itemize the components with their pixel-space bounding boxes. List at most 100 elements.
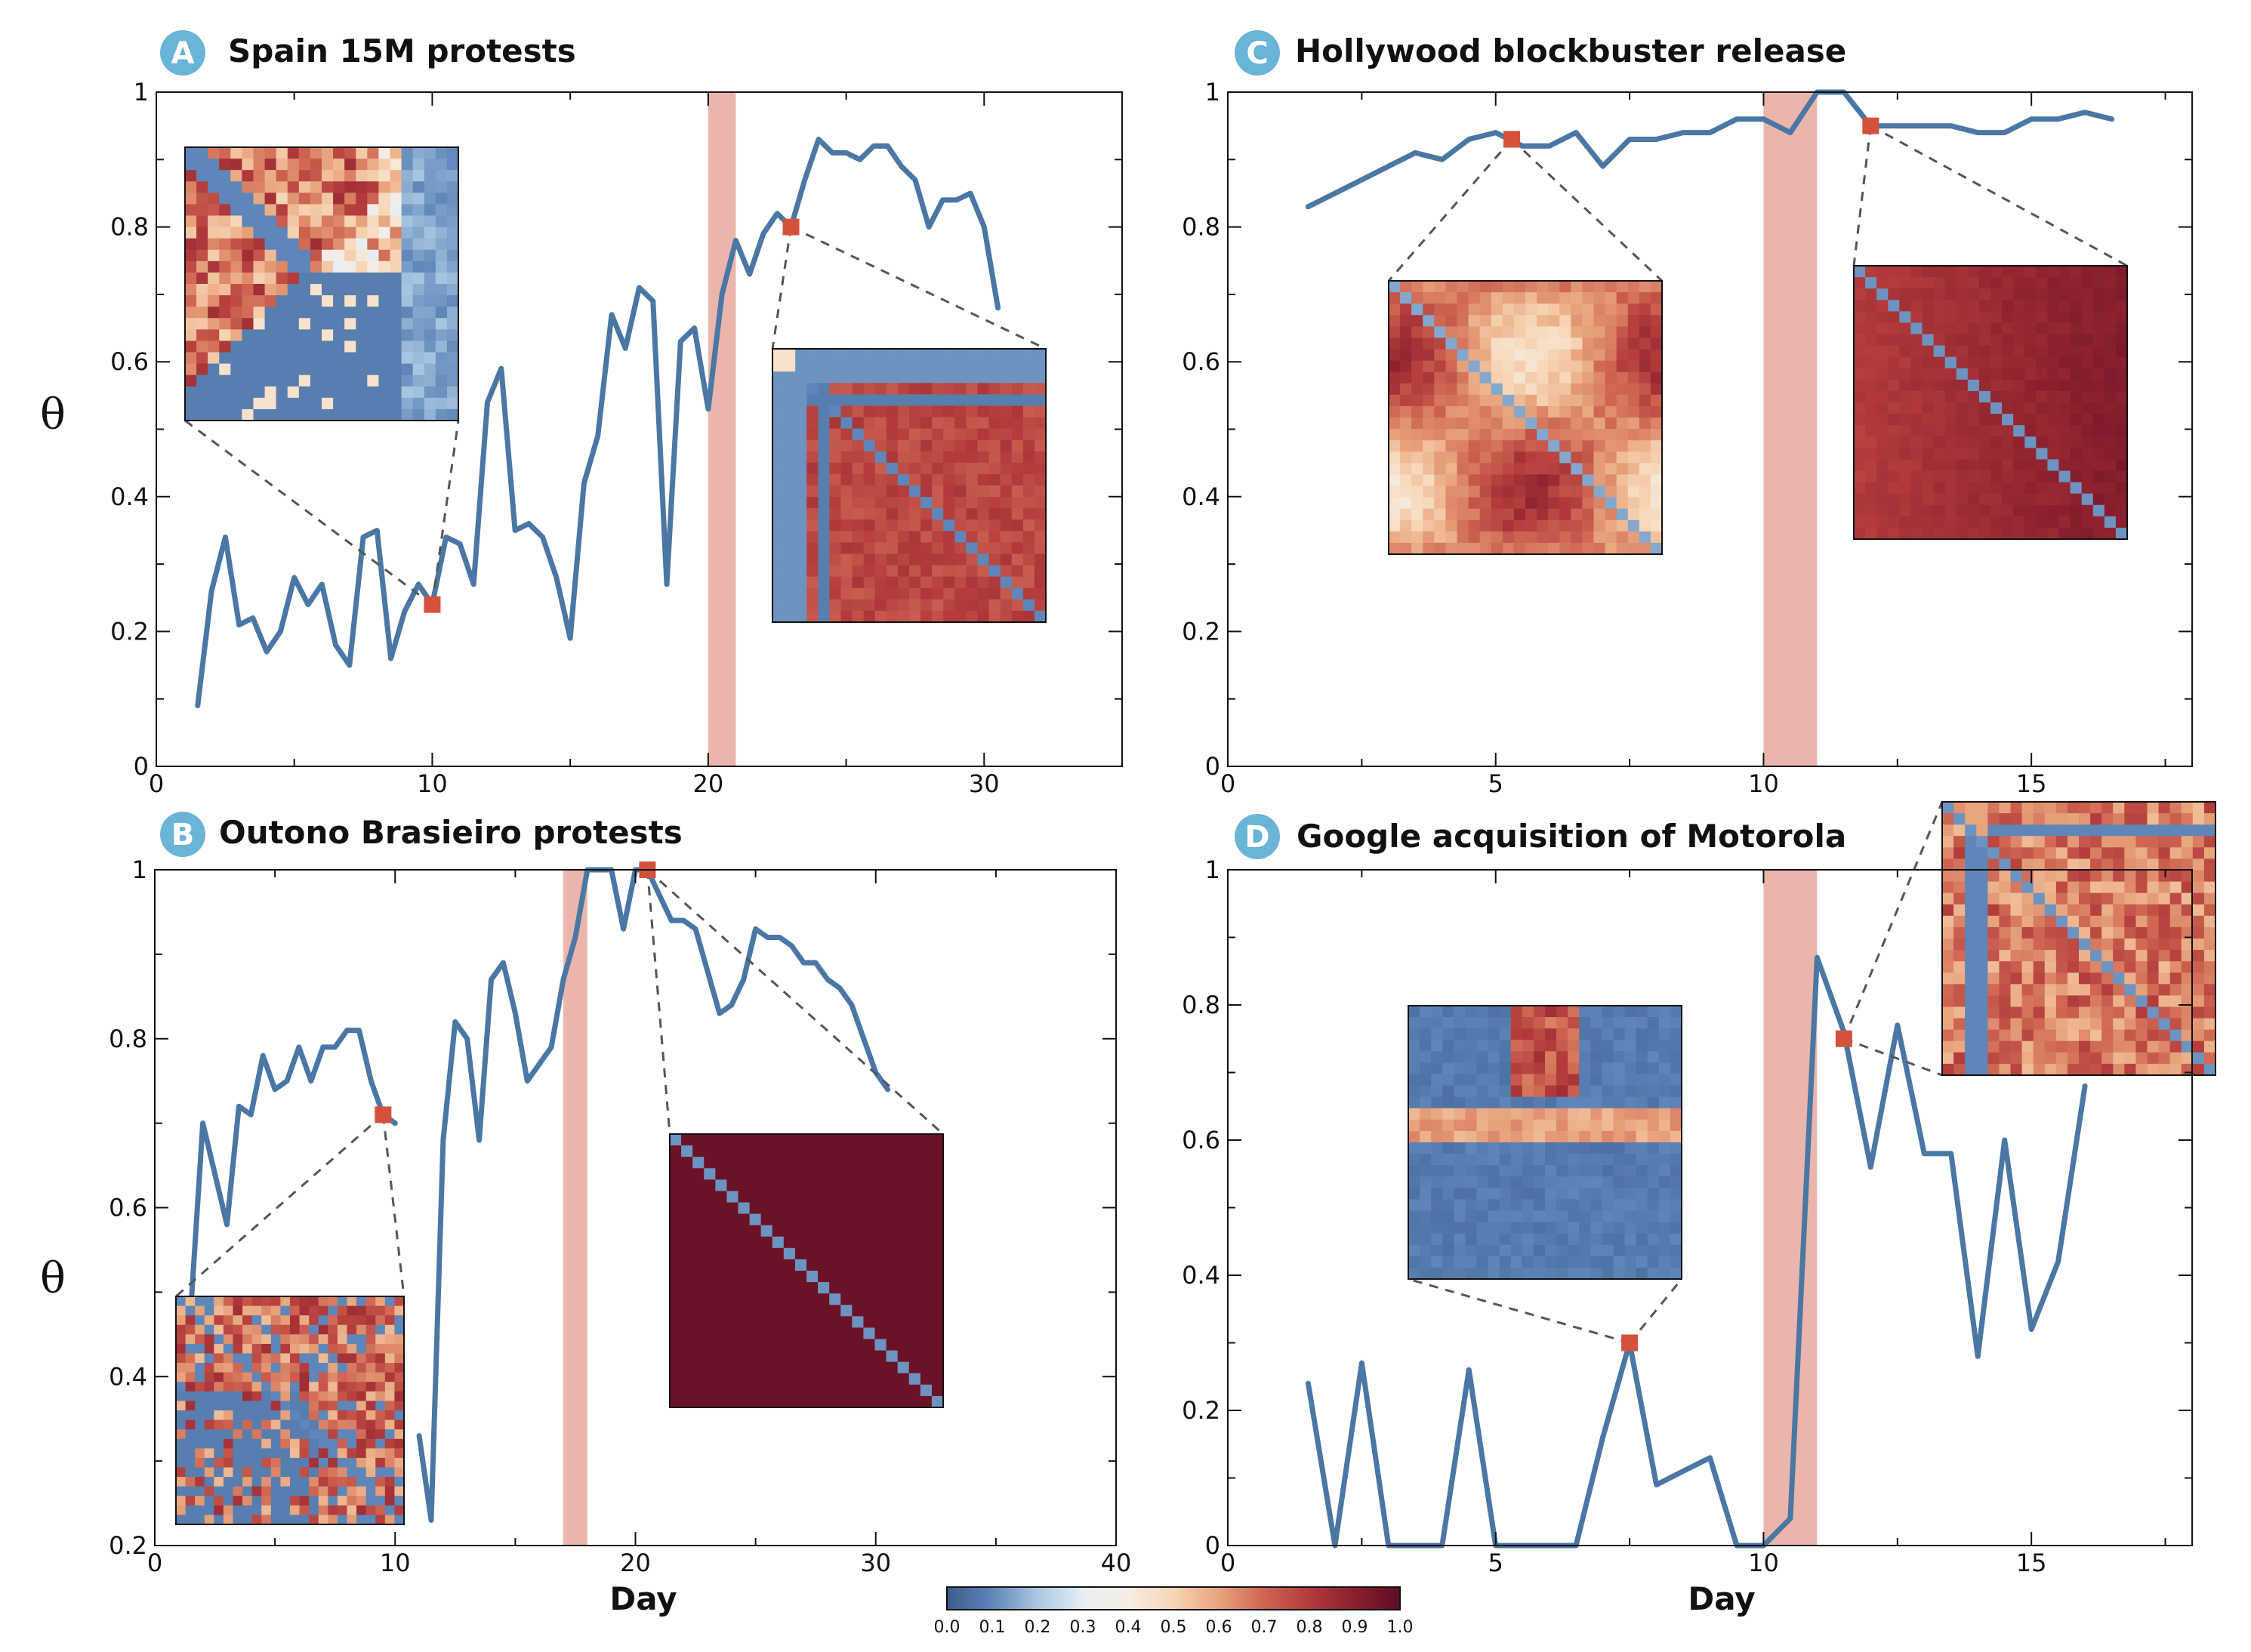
heatmap-cell xyxy=(1602,1096,1614,1109)
heatmap-cell xyxy=(1423,337,1435,350)
heatmap-cell xyxy=(1639,440,1651,452)
heatmap-cell xyxy=(1647,1096,1660,1109)
heatmap-cell xyxy=(829,349,842,361)
heatmap-cell xyxy=(375,1334,386,1345)
heatmap-cell xyxy=(2070,300,2083,312)
heatmap-cell xyxy=(230,260,243,273)
heatmap-cell xyxy=(1978,322,1991,335)
heatmap-cell xyxy=(1445,337,1458,350)
heatmap-cell xyxy=(670,1213,682,1226)
heatmap-cell xyxy=(2115,527,2128,540)
heatmap-cell xyxy=(337,1382,348,1392)
heatmap-cell xyxy=(1602,1210,1614,1223)
heatmap-cell xyxy=(2047,414,2060,426)
heatmap-cell xyxy=(378,272,391,285)
heatmap-cell xyxy=(270,1372,282,1382)
heatmap-cell xyxy=(1022,383,1035,395)
heatmap-cell xyxy=(2090,858,2102,871)
heatmap-cell xyxy=(886,1157,899,1169)
heatmap-cell xyxy=(1445,281,1458,293)
heatmap-cell xyxy=(1670,1017,1682,1029)
heatmap-cell xyxy=(233,1429,243,1440)
heatmap-cell xyxy=(1525,429,1537,441)
heatmap-cell xyxy=(435,284,448,296)
heatmap-cell xyxy=(384,1305,396,1316)
heatmap-cell xyxy=(2044,892,2057,905)
heatmap-cell xyxy=(1533,1119,1546,1132)
heatmap-cell xyxy=(1854,436,1866,448)
heatmap-cell xyxy=(1999,1029,2012,1042)
heatmap-cell xyxy=(1999,802,2012,814)
heatmap-cell xyxy=(446,238,459,251)
heatmap-cell xyxy=(1513,463,1526,476)
heatmap-cell xyxy=(829,519,842,532)
heatmap-cell xyxy=(2033,813,2046,825)
heatmap-cell xyxy=(1491,292,1503,304)
heatmap-cell xyxy=(2090,1029,2102,1042)
heatmap-cell xyxy=(310,159,322,171)
heatmap-cell xyxy=(185,181,197,193)
heatmap-cell xyxy=(223,1372,234,1382)
heatmap-cell xyxy=(328,1419,338,1430)
heatmap-cell xyxy=(322,170,334,182)
heatmap-cell xyxy=(1400,542,1412,555)
heatmap-cell xyxy=(2115,277,2128,289)
heatmap-cell xyxy=(738,1361,751,1374)
heatmap-cell xyxy=(1568,1222,1580,1234)
heatmap-cell xyxy=(1434,360,1447,373)
heatmap-cell xyxy=(1956,311,1969,324)
heatmap-cell xyxy=(2067,984,2080,997)
heatmap-cell xyxy=(886,565,899,578)
heatmap-cell xyxy=(1944,300,1957,312)
x-tick-label: 30 xyxy=(860,1549,891,1577)
heatmap-cell xyxy=(185,341,197,353)
heatmap-cell xyxy=(1389,508,1401,521)
heatmap-cell xyxy=(276,159,288,171)
heatmap-cell xyxy=(223,1419,234,1430)
heatmap-cell xyxy=(1956,459,1969,472)
heatmap-cell xyxy=(290,1296,301,1307)
heatmap-cell xyxy=(932,462,944,475)
heatmap-cell xyxy=(367,260,380,273)
heatmap-cell xyxy=(1616,394,1629,407)
heatmap-cell xyxy=(783,1145,796,1157)
heatmap-cell xyxy=(772,1134,785,1146)
heatmap-cell xyxy=(1647,1154,1660,1166)
heatmap-cell xyxy=(1650,418,1663,430)
heatmap-cell xyxy=(2079,1052,2091,1065)
heatmap-cell xyxy=(1559,474,1571,487)
heatmap-cell xyxy=(1865,482,1877,495)
heatmap-cell xyxy=(2079,1040,2091,1053)
heatmap-cell xyxy=(2113,926,2125,939)
heatmap-cell xyxy=(2047,470,2060,483)
heatmap-cell xyxy=(1491,497,1503,510)
heatmap-cell xyxy=(270,1477,282,1487)
heatmap-cell xyxy=(2058,436,2071,448)
heatmap-cell xyxy=(1670,1051,1682,1064)
heatmap-cell xyxy=(1499,1096,1512,1109)
heatmap-cell xyxy=(196,374,208,387)
heatmap-cell xyxy=(1548,508,1560,521)
heatmap-cell xyxy=(1987,813,2000,825)
heatmap-cell xyxy=(1442,1176,1454,1188)
heatmap-cell xyxy=(1865,470,1877,483)
heatmap-cell xyxy=(840,1259,853,1271)
heatmap-cell xyxy=(1476,1130,1489,1143)
heatmap-cell xyxy=(908,1202,921,1215)
heatmap-cell xyxy=(356,227,368,239)
heatmap-cell xyxy=(185,249,197,262)
heatmap-cell xyxy=(1593,497,1606,510)
heatmap-cell xyxy=(1670,1267,1682,1280)
heatmap-cell xyxy=(390,307,402,319)
heatmap-cell xyxy=(1956,379,1969,392)
heatmap-cell xyxy=(1636,1199,1648,1212)
heatmap-cell xyxy=(818,349,831,361)
heatmap-cell xyxy=(977,508,990,520)
heatmap-cell xyxy=(795,599,807,612)
heatmap-cell xyxy=(337,1429,348,1440)
heatmap-cell xyxy=(704,1316,716,1329)
heatmap-cell xyxy=(897,1168,910,1180)
heatmap-cell xyxy=(1423,349,1435,362)
heatmap-cell xyxy=(2113,892,2125,905)
heatmap-cell xyxy=(2044,836,2057,848)
